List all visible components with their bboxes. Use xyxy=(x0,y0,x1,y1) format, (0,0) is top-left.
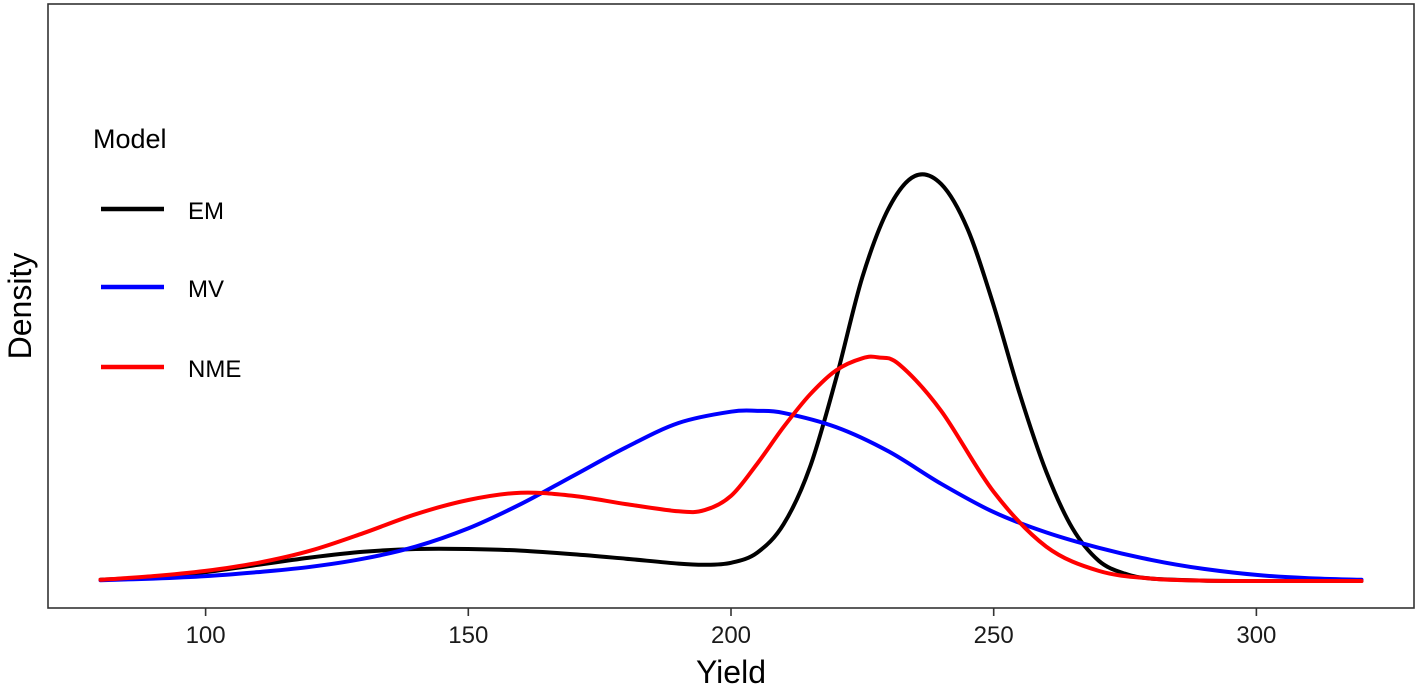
legend-label-mv: MV xyxy=(188,276,224,303)
legend-keys xyxy=(101,206,164,370)
series-line-nme xyxy=(98,354,1364,584)
legend: Model EM MV NME xyxy=(93,124,241,383)
legend-label-em: EM xyxy=(188,198,224,225)
x-tick-label: 250 xyxy=(974,622,1014,649)
x-axis: 100 150 200 250 300 xyxy=(186,608,1276,649)
x-axis-title: Yield xyxy=(696,654,766,689)
x-tick-label: 100 xyxy=(186,622,226,649)
x-tick-label: 150 xyxy=(448,622,488,649)
x-tick-label: 300 xyxy=(1236,622,1276,649)
legend-title: Model xyxy=(93,124,167,154)
y-axis-title: Density xyxy=(2,253,38,360)
series-line-mv xyxy=(98,408,1364,583)
series-layer xyxy=(98,172,1364,584)
plot-panel xyxy=(47,3,1415,609)
legend-label-nme: NME xyxy=(188,356,241,383)
x-tick-label: 200 xyxy=(711,622,751,649)
